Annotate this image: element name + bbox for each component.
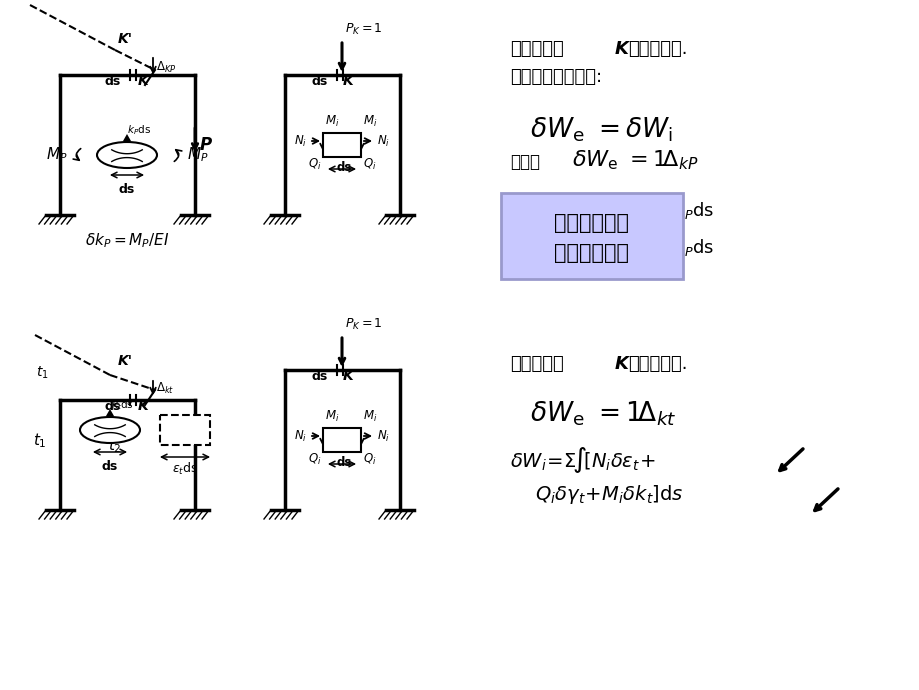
Text: $_P{\rm ds}$: $_P{\rm ds}$ [683, 200, 713, 221]
Polygon shape [106, 409, 114, 416]
Text: $M_i$: $M_i$ [324, 409, 339, 424]
Text: $\delta k_P = M_P/EI$: $\delta k_P = M_P/EI$ [85, 231, 169, 250]
Ellipse shape [96, 142, 157, 168]
Ellipse shape [80, 417, 140, 443]
Text: K: K [138, 399, 148, 413]
Text: $M_i$: $M_i$ [324, 114, 339, 129]
Text: 变形体虚功方程为:: 变形体虚功方程为: [509, 68, 601, 86]
Text: $M_P$: $M_P$ [46, 146, 68, 164]
Text: ds: ds [105, 400, 121, 413]
Text: $Q_i$: $Q_i$ [307, 452, 321, 467]
Bar [323, 428, 360, 452]
Text: $M_i$: $M_i$ [363, 114, 377, 129]
Text: K: K [614, 40, 629, 58]
Text: K: K [342, 369, 353, 383]
Text: ds: ds [312, 370, 328, 383]
Text: P: P [199, 136, 212, 154]
Text: $\Delta_{kt}$: $\Delta_{kt}$ [156, 380, 175, 395]
Text: $\delta W_{\rm e}\ =1\!\Delta_{kP}$: $\delta W_{\rm e}\ =1\!\Delta_{kP}$ [572, 148, 698, 172]
Text: $N_i$: $N_i$ [294, 133, 307, 148]
Text: $Q_i$: $Q_i$ [363, 157, 376, 172]
Text: $\varepsilon_t{\rm ds}$: $\varepsilon_t{\rm ds}$ [172, 461, 198, 477]
Text: $t_1$: $t_1$ [36, 365, 49, 381]
Text: K': K' [118, 32, 132, 46]
Text: $P_K=1$: $P_K=1$ [345, 22, 382, 37]
Text: $Q_i$: $Q_i$ [363, 452, 376, 467]
Text: $k_t{\rm ds}$: $k_t{\rm ds}$ [110, 398, 133, 412]
Text: ds: ds [336, 161, 352, 174]
Text: $Q_i$: $Q_i$ [307, 157, 321, 172]
Text: $t_1$: $t_1$ [33, 431, 47, 450]
Text: $M_P$: $M_P$ [187, 146, 209, 164]
Text: $t_2$: $t_2$ [108, 436, 121, 455]
Text: 荷载作用求: 荷载作用求 [509, 40, 563, 58]
Text: 温度作用求: 温度作用求 [509, 355, 563, 373]
Text: $\delta W_{\rm e}\ =1\!\Delta_{kt}$: $\delta W_{\rm e}\ =1\!\Delta_{kt}$ [529, 400, 675, 428]
Text: K: K [342, 74, 353, 88]
Text: $N_i$: $N_i$ [377, 133, 390, 148]
Text: ds: ds [102, 460, 118, 473]
Text: 关键是计算微: 关键是计算微 [554, 213, 629, 233]
Text: $\Delta_{KP}$: $\Delta_{KP}$ [156, 59, 176, 75]
Text: ds: ds [105, 75, 121, 88]
Text: $_P{\rm ds}$: $_P{\rm ds}$ [683, 237, 713, 258]
Bar [323, 133, 360, 157]
Text: K: K [138, 74, 148, 88]
Text: $N_i$: $N_i$ [377, 428, 390, 444]
Text: $\delta W_i\!=\!\Sigma\!\int\![N_i\delta\varepsilon_t\!+$: $\delta W_i\!=\!\Sigma\!\int\![N_i\delta… [509, 445, 654, 475]
Text: ds: ds [312, 75, 328, 88]
Text: $M_i$: $M_i$ [363, 409, 377, 424]
Text: 段的温度变形: 段的温度变形 [554, 243, 629, 263]
Text: $k_P{\rm ds}$: $k_P{\rm ds}$ [127, 123, 151, 137]
Text: 其中：: 其中： [509, 153, 539, 171]
FancyBboxPatch shape [501, 193, 682, 279]
Text: $N_i$: $N_i$ [294, 428, 307, 444]
Text: ds: ds [119, 183, 135, 196]
Text: K: K [614, 355, 629, 373]
Text: K': K' [118, 354, 132, 368]
Text: $Q_i\delta\gamma_t\!+\!M_i\delta k_t]\mathrm{d}s$: $Q_i\delta\gamma_t\!+\!M_i\delta k_t]\ma… [535, 483, 683, 506]
Text: $\delta W_{\rm e}\ =\delta W_{\rm i}$: $\delta W_{\rm e}\ =\delta W_{\rm i}$ [529, 115, 672, 144]
Text: 点竖向位移.: 点竖向位移. [628, 40, 686, 58]
Text: $P_K=1$: $P_K=1$ [345, 317, 382, 332]
Polygon shape [123, 134, 130, 141]
Text: ds: ds [336, 456, 352, 469]
Text: 点竖向位移.: 点竖向位移. [628, 355, 686, 373]
Bar [160, 415, 210, 445]
